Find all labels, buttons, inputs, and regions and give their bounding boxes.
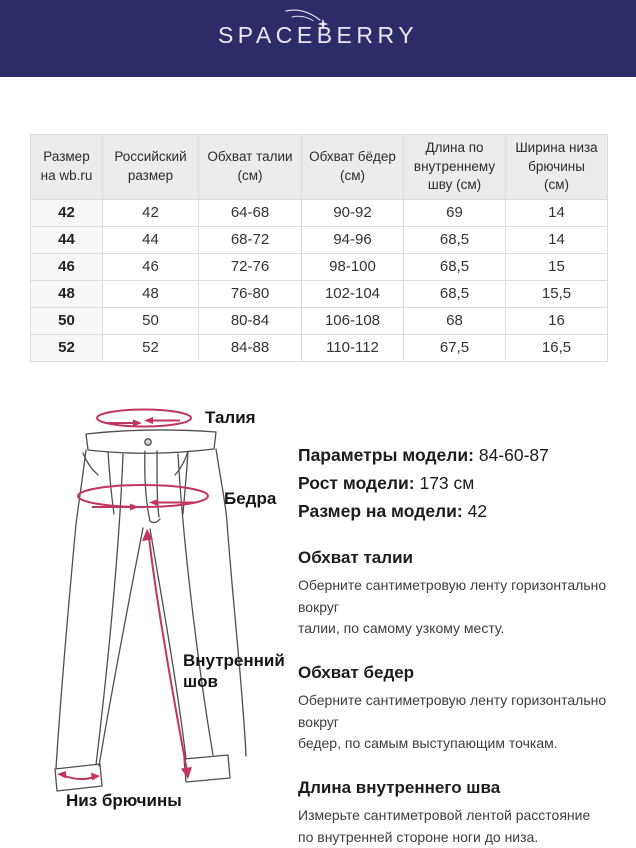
size-table: Размер на wb.ru Российский размер Обхват… bbox=[30, 134, 608, 362]
table-cell: 98-100 bbox=[301, 252, 404, 281]
model-size-label: Размер на модели: bbox=[298, 501, 463, 521]
table-cell: 50 bbox=[30, 306, 103, 335]
table-cell: 42 bbox=[102, 198, 199, 227]
pants-diagram: Талия Бедра Внутренний шов Низ брючины bbox=[20, 390, 300, 820]
guide-section-waist: Обхват талии Оберните сантиметровую лент… bbox=[298, 548, 636, 640]
table-header-row: Размер на wb.ru Российский размер Обхват… bbox=[30, 134, 608, 200]
table-header-cell: Размер на wb.ru bbox=[30, 134, 103, 200]
table-header-cell: Обхват бёдер (см) bbox=[301, 134, 404, 200]
table-cell: 14 bbox=[505, 198, 608, 227]
table-cell: 52 bbox=[30, 333, 103, 362]
table-cell: 64-68 bbox=[198, 198, 302, 227]
guide-section-hips: Обхват бедер Оберните сантиметровую лент… bbox=[298, 663, 636, 755]
guide-section-title: Обхват талии bbox=[298, 548, 413, 567]
guide-section-text: Измерьте сантиметровой лентой расстояние… bbox=[298, 807, 591, 845]
table-cell: 90-92 bbox=[301, 198, 404, 227]
table-cell: 68-72 bbox=[198, 225, 302, 254]
table-cell: 72-76 bbox=[198, 252, 302, 281]
arrowheads bbox=[57, 417, 192, 781]
guide-section-inseam: Длина внутреннего шва Измерьте сантиметр… bbox=[298, 778, 636, 848]
table-cell: 80-84 bbox=[198, 306, 302, 335]
model-size-value: 42 bbox=[467, 501, 488, 521]
table-cell: 76-80 bbox=[198, 279, 302, 308]
model-params-line: Параметры модели: 84-60-87 bbox=[298, 441, 636, 469]
guide-section-text: Оберните сантиметровую ленту горизонталь… bbox=[298, 692, 607, 752]
model-height-label: Рост модели: bbox=[298, 473, 415, 493]
table-cell: 14 bbox=[505, 225, 608, 254]
table-header-cell: Длина по внутреннему шву (см) bbox=[403, 134, 506, 200]
table-cell: 102-104 bbox=[301, 279, 404, 308]
waist-label: Талия bbox=[205, 408, 256, 427]
table-cell: 15 bbox=[505, 252, 608, 281]
table-cell: 68,5 bbox=[403, 225, 506, 254]
model-params-value: 84-60-87 bbox=[478, 445, 549, 465]
hem-label: Низ брючины bbox=[66, 791, 182, 810]
inseam-line bbox=[148, 536, 188, 772]
table-header-cell: Обхват талии (см) bbox=[198, 134, 302, 200]
guide-section-title: Обхват бедер bbox=[298, 663, 415, 683]
waist-ellipse bbox=[96, 408, 192, 428]
hips-ellipse bbox=[77, 484, 209, 508]
table-cell: 110-112 bbox=[301, 333, 404, 362]
table-cell: 106-108 bbox=[301, 306, 404, 335]
comet-star-icon bbox=[285, 9, 329, 30]
table-row: 46 46 72-76 98-100 68,5 15 bbox=[30, 252, 608, 281]
table-row: 50 50 80-84 106-108 68 16 bbox=[30, 306, 608, 335]
measurement-info-column: Параметры модели: 84-60-87 Рост модели: … bbox=[298, 441, 636, 848]
model-size-line: Размер на модели: 42 bbox=[298, 497, 636, 525]
table-row: 52 52 84-88 110-112 67,5 16,5 bbox=[30, 333, 608, 362]
table-cell: 50 bbox=[102, 306, 199, 335]
table-cell: 68 bbox=[403, 306, 506, 335]
table-cell: 52 bbox=[102, 333, 199, 362]
pants-drawing-svg bbox=[54, 408, 247, 792]
hem-arrow bbox=[61, 774, 95, 781]
guide-section-title: Длина внутреннего шва bbox=[298, 778, 501, 798]
table-cell: 68,5 bbox=[403, 279, 506, 308]
table-cell: 16,5 bbox=[505, 333, 608, 362]
table-cell: 44 bbox=[30, 225, 103, 254]
table-header-cell: Ширина низа брючины (см) bbox=[505, 134, 608, 200]
table-cell: 69 bbox=[403, 198, 506, 227]
table-cell: 48 bbox=[102, 279, 199, 308]
model-height-value: 173 см bbox=[419, 473, 475, 493]
table-row: 48 48 76-80 102-104 68,5 15,5 bbox=[30, 279, 608, 308]
table-cell: 68,5 bbox=[403, 252, 506, 281]
table-cell: 46 bbox=[102, 252, 199, 281]
brand-logo: SPACEBERRY bbox=[217, 22, 419, 48]
model-params-label: Параметры модели: bbox=[298, 445, 474, 465]
model-height-line: Рост модели: 173 см bbox=[298, 469, 636, 497]
table-cell: 44 bbox=[102, 225, 199, 254]
table-cell: 46 bbox=[30, 252, 103, 281]
measure-overlays bbox=[61, 408, 209, 781]
inseam-label: Внутренний шов bbox=[183, 651, 285, 692]
table-cell: 84-88 bbox=[198, 333, 302, 362]
pants-outline bbox=[54, 429, 247, 792]
table-cell: 42 bbox=[30, 198, 103, 227]
table-cell: 16 bbox=[505, 306, 608, 335]
table-row: 42 42 64-68 90-92 69 14 bbox=[30, 198, 608, 227]
table-cell: 94-96 bbox=[301, 225, 404, 254]
table-cell: 15,5 bbox=[505, 279, 608, 308]
table-cell: 48 bbox=[30, 279, 103, 308]
guide-section-text: Оберните сантиметровую ленту горизонталь… bbox=[298, 577, 607, 637]
hips-label: Бедра bbox=[224, 489, 277, 508]
table-cell: 67,5 bbox=[403, 333, 506, 362]
table-row: 44 44 68-72 94-96 68,5 14 bbox=[30, 225, 608, 254]
table-header-cell: Российский размер bbox=[102, 134, 199, 200]
brand-header: SPACEBERRY bbox=[0, 0, 636, 77]
